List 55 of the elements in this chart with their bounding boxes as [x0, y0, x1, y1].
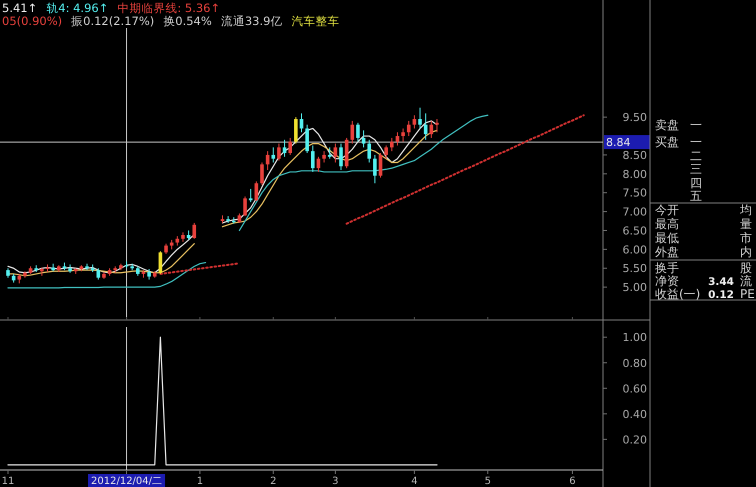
text: 内: [740, 245, 752, 259]
text: 一: [690, 118, 702, 132]
text: 0.12: [708, 289, 734, 301]
text: PE: [740, 287, 755, 301]
x-tick-label: 6: [569, 476, 576, 487]
text: 3.44: [708, 276, 734, 288]
text: 卖盘: [655, 118, 679, 132]
x-tick-label: 2: [270, 476, 276, 487]
text: 最低: [655, 231, 679, 245]
x-tick-label: 4: [411, 476, 418, 487]
text: 轨4: 4.96↑: [46, 1, 108, 15]
text: 买盘: [655, 135, 679, 149]
text: 均: [739, 203, 752, 217]
y-tick-label: 9.50: [622, 111, 647, 124]
text: 汽车整车: [291, 14, 340, 28]
y-tick-label: 5.00: [622, 281, 647, 294]
text: 外盘: [655, 245, 679, 259]
text: 一: [690, 135, 702, 149]
y-tick-label: 6.50: [622, 224, 647, 238]
text: 05(0.90%): [2, 14, 62, 28]
text: 今开: [655, 203, 679, 217]
y-tick-label: 5.50: [622, 262, 647, 276]
text: 换0.54%: [163, 14, 212, 28]
x-tick-label: 5: [484, 476, 491, 487]
text: 换手: [655, 261, 679, 275]
x-tick-label: 2012/12/04/二: [91, 476, 162, 487]
y-tick-label: 6.00: [622, 243, 647, 256]
x-tick-label: 11: [2, 476, 14, 487]
text: 四: [690, 176, 702, 190]
y-tick-label: 1.00: [622, 331, 647, 344]
y-tick-label: 7.50: [622, 186, 647, 200]
text: 中期临界线: 5.36↑: [117, 1, 220, 15]
text: 三: [690, 162, 702, 176]
x-tick-label: 1: [196, 476, 204, 487]
text: 净资: [655, 274, 679, 288]
text: 5.41↑: [2, 1, 38, 15]
text: 二: [690, 149, 702, 163]
y-tick-label: 7.00: [622, 206, 647, 219]
y-tick-label: 0.60: [622, 382, 647, 396]
x-tick-label: 3: [332, 476, 339, 487]
y-tick-label: 0.40: [622, 408, 647, 421]
ref-line-label: 8.84: [606, 136, 630, 150]
y-tick-label: 0.80: [622, 356, 647, 370]
text: 股: [740, 261, 752, 275]
text: 振0.12(2.17%): [71, 14, 154, 28]
text: 最高: [655, 217, 679, 231]
text: 流: [740, 274, 752, 288]
y-tick-label: 8.50: [622, 148, 647, 162]
text: 量: [740, 217, 752, 231]
y-tick-label: 0.20: [622, 433, 647, 446]
text: 收益(一): [655, 287, 700, 301]
text: 五: [690, 189, 702, 203]
text: 市: [740, 231, 752, 245]
y-tick-label: 8.00: [622, 168, 647, 181]
text: 流通33.9亿: [220, 14, 282, 28]
